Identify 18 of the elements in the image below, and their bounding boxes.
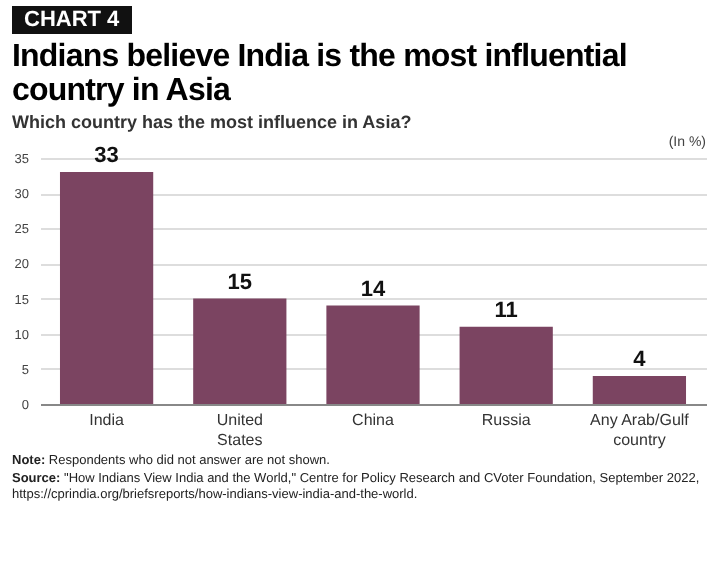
x-tick-label: Any Arab/Gulf country (590, 411, 691, 449)
chart-title: Indians believe India is the most influential country in Asia (12, 40, 629, 108)
bar (59, 172, 154, 404)
x-tick-label: United States (216, 411, 263, 449)
bar (193, 298, 287, 404)
x-tick-label: Russia (481, 411, 532, 429)
data-label: 11 (494, 298, 518, 323)
bar (592, 375, 687, 404)
x-tick-label: China (352, 411, 395, 429)
bar (326, 305, 420, 404)
data-label: 14 (360, 277, 387, 302)
data-label: 4 (633, 347, 648, 372)
bar (459, 326, 553, 404)
chart-subtitle: Which country has the most influence in Asia? (12, 112, 414, 132)
data-label: 33 (94, 144, 119, 169)
caption: CHART 4 (12, 6, 132, 34)
x-tick-label: India (89, 411, 126, 429)
data-label: 15 (227, 270, 253, 295)
